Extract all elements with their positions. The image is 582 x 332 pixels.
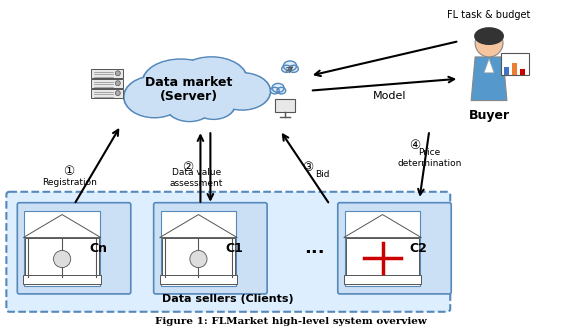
FancyBboxPatch shape [25, 238, 99, 277]
Circle shape [115, 91, 120, 96]
FancyBboxPatch shape [6, 192, 450, 312]
FancyBboxPatch shape [344, 276, 421, 284]
Text: ③: ③ [302, 161, 314, 175]
FancyBboxPatch shape [91, 69, 123, 78]
Ellipse shape [271, 87, 279, 94]
Text: Data sellers (Clients): Data sellers (Clients) [162, 294, 294, 304]
Ellipse shape [143, 59, 219, 105]
FancyBboxPatch shape [154, 203, 267, 294]
Text: ④: ④ [409, 139, 420, 152]
Text: Bid: Bid [315, 170, 330, 179]
Ellipse shape [124, 76, 185, 118]
FancyBboxPatch shape [346, 238, 420, 277]
Ellipse shape [272, 83, 284, 92]
Text: C2: C2 [410, 242, 428, 255]
FancyBboxPatch shape [512, 63, 517, 75]
Ellipse shape [144, 60, 218, 105]
FancyBboxPatch shape [338, 203, 451, 294]
Polygon shape [344, 214, 421, 238]
FancyBboxPatch shape [162, 238, 235, 277]
Ellipse shape [176, 57, 246, 102]
Circle shape [54, 250, 70, 268]
FancyBboxPatch shape [24, 210, 100, 286]
Text: Price
determination: Price determination [397, 148, 462, 168]
Circle shape [475, 29, 503, 57]
FancyBboxPatch shape [17, 203, 131, 294]
Ellipse shape [125, 77, 184, 117]
Text: FL task & budget: FL task & budget [448, 10, 531, 20]
Text: Data market: Data market [145, 76, 232, 89]
FancyBboxPatch shape [159, 276, 237, 284]
Circle shape [115, 71, 120, 76]
Polygon shape [471, 57, 507, 101]
Circle shape [115, 81, 120, 86]
Ellipse shape [165, 89, 214, 122]
FancyBboxPatch shape [504, 67, 509, 75]
Text: ②: ② [182, 161, 193, 175]
Text: Figure 1: FLMarket high-level system overview: Figure 1: FLMarket high-level system ove… [155, 317, 427, 326]
Text: Data value
assessment: Data value assessment [170, 168, 223, 188]
FancyBboxPatch shape [275, 99, 295, 113]
Polygon shape [159, 214, 237, 238]
Ellipse shape [277, 87, 286, 94]
Text: (Server): (Server) [159, 90, 218, 103]
FancyBboxPatch shape [520, 69, 525, 75]
Text: Registration: Registration [42, 178, 97, 187]
Ellipse shape [166, 89, 212, 121]
Polygon shape [23, 214, 101, 238]
Ellipse shape [193, 89, 235, 119]
Text: C1: C1 [226, 242, 243, 255]
FancyBboxPatch shape [91, 89, 123, 98]
FancyBboxPatch shape [501, 53, 529, 75]
Text: Buyer: Buyer [469, 109, 510, 122]
Ellipse shape [175, 57, 247, 103]
Ellipse shape [474, 27, 504, 45]
Circle shape [190, 250, 207, 268]
FancyBboxPatch shape [23, 276, 101, 284]
Text: ...: ... [304, 239, 325, 257]
Ellipse shape [282, 65, 291, 72]
FancyBboxPatch shape [161, 210, 236, 286]
FancyBboxPatch shape [345, 210, 420, 286]
Ellipse shape [283, 61, 297, 71]
FancyBboxPatch shape [91, 79, 123, 88]
Text: ①: ① [63, 165, 74, 178]
Ellipse shape [289, 65, 299, 72]
Ellipse shape [215, 73, 269, 109]
Ellipse shape [135, 78, 266, 111]
Text: Model: Model [373, 91, 406, 101]
Ellipse shape [214, 73, 271, 110]
Ellipse shape [191, 89, 236, 119]
Text: Cn: Cn [89, 242, 107, 255]
Polygon shape [484, 59, 494, 73]
Ellipse shape [136, 78, 265, 110]
